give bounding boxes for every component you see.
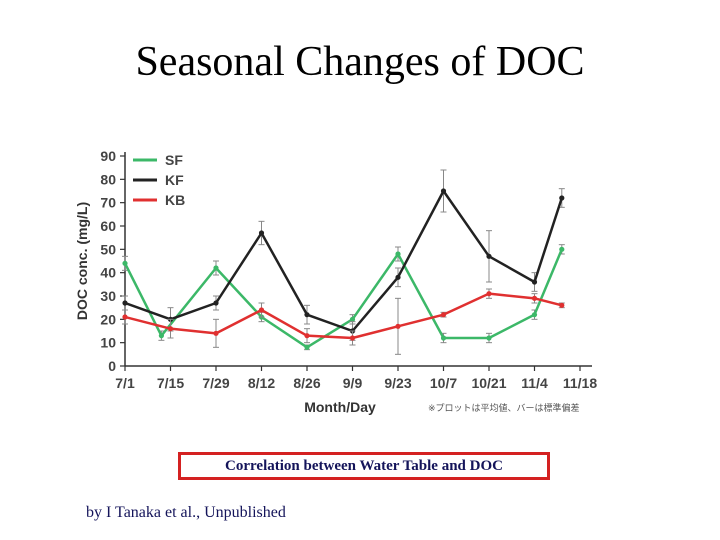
legend-label-sf: SF <box>165 152 183 168</box>
series-line-sf <box>123 248 563 349</box>
data-point-sf <box>304 344 310 350</box>
x-tick-label: 7/15 <box>157 375 184 391</box>
data-point-sf <box>559 246 565 252</box>
y-tick-label: 90 <box>100 148 116 164</box>
doc-line-chart: 0 10 20 30 40 50 60 70 80 90 7/1 7/15 7/29 8/12 8/26 9/… <box>74 148 597 415</box>
x-axis-label: Month/Day <box>304 399 376 415</box>
y-axis-label: DOC conc. (mg/L) <box>74 202 90 320</box>
legend-label-kf: KF <box>165 172 184 188</box>
data-point-kf <box>531 279 538 285</box>
x-tick-label: 9/9 <box>343 375 363 391</box>
y-tick-label: 30 <box>100 288 116 304</box>
y-tick-label: 0 <box>108 358 116 374</box>
data-point-kb <box>440 312 447 318</box>
attribution: by I Tanaka et al., Unpublished <box>86 504 286 521</box>
data-point-sf <box>395 251 401 257</box>
x-tick-label: 11/4 <box>521 375 548 391</box>
legend-label-kb: KB <box>165 192 185 208</box>
x-tick-label: 11/18 <box>563 375 597 391</box>
x-tick-label: 7/1 <box>115 375 135 391</box>
data-point-sf <box>531 312 538 318</box>
data-point-kb <box>304 333 310 339</box>
y-tick-label: 50 <box>100 241 116 257</box>
data-point-sf <box>486 335 492 341</box>
x-tick-label: 8/26 <box>293 375 320 391</box>
data-point-kf <box>559 195 565 201</box>
data-point-kf <box>440 188 447 194</box>
data-point-kb <box>349 335 356 341</box>
data-point-kf <box>486 253 492 259</box>
data-point-sf <box>122 260 128 266</box>
data-point-kb <box>395 323 401 329</box>
data-point-kb <box>559 302 565 308</box>
data-point-kb <box>486 291 492 297</box>
data-point-kf <box>258 230 265 236</box>
slide-title: Seasonal Changes of DOC <box>135 39 585 85</box>
data-point-sf <box>213 265 219 271</box>
caption-box: Correlation between Water Table and DOC <box>178 452 550 480</box>
x-tick-label: 7/29 <box>202 375 229 391</box>
caption-text: Correlation between Water Table and DOC <box>225 457 503 474</box>
x-axis-note: ※プロットは平均値、バーは標準偏差 <box>428 402 580 414</box>
data-point-kf <box>395 274 401 280</box>
data-point-kf <box>304 312 310 318</box>
y-tick-label: 80 <box>100 171 116 187</box>
data-point-kb <box>122 314 128 320</box>
data-point-sf <box>158 333 164 339</box>
series-line-kf <box>124 189 563 333</box>
data-point-kb <box>258 307 265 313</box>
y-tick-label: 60 <box>100 218 116 234</box>
y-tick-label: 10 <box>100 335 116 351</box>
data-point-sf <box>349 316 356 322</box>
data-point-kb <box>213 330 219 336</box>
x-tick-label: 8/12 <box>248 375 275 391</box>
data-point-kb <box>531 295 538 301</box>
y-tick-label: 70 <box>100 195 116 211</box>
x-tick-label: 10/21 <box>471 375 506 391</box>
y-tick-label: 20 <box>100 311 116 327</box>
x-tick-label: 10/7 <box>430 375 457 391</box>
data-point-kb <box>167 326 174 332</box>
data-point-kf <box>213 300 219 306</box>
data-point-kf <box>122 300 128 306</box>
y-tick-label: 40 <box>100 265 116 281</box>
x-tick-label: 9/23 <box>384 375 411 391</box>
data-point-sf <box>440 335 447 341</box>
